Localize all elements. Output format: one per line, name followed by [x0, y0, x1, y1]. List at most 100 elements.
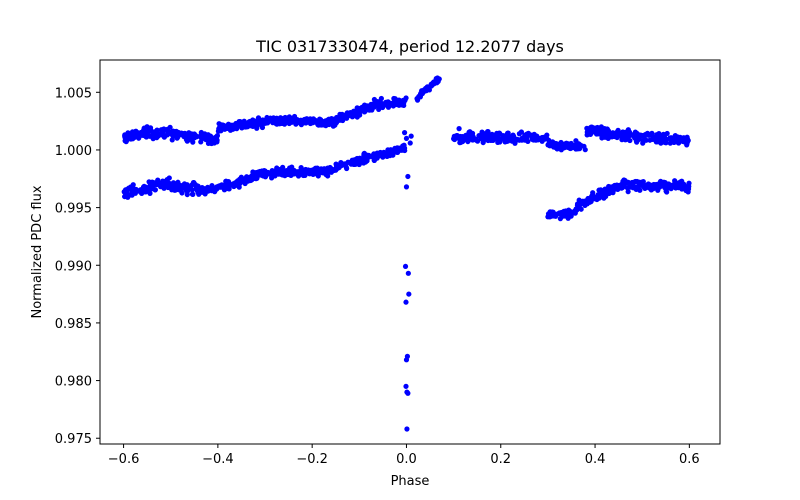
y-tick-label: 1.005	[55, 86, 92, 101]
data-point	[248, 177, 255, 183]
x-axis-label: Phase	[391, 474, 430, 489]
data-point	[339, 111, 345, 117]
data-point	[428, 82, 435, 88]
data-point	[568, 213, 574, 219]
data-point	[159, 130, 165, 136]
data-point	[658, 183, 664, 189]
data-point	[424, 86, 430, 92]
transit-point	[403, 135, 410, 142]
data-point	[376, 101, 382, 107]
data-point	[161, 126, 167, 132]
data-point	[354, 155, 360, 162]
data-point	[465, 138, 471, 145]
data-point	[618, 181, 625, 188]
data-point	[560, 213, 567, 219]
data-point	[161, 181, 167, 187]
data-point	[402, 97, 408, 103]
data-point	[434, 77, 440, 83]
data-point	[173, 181, 179, 188]
data-point	[173, 187, 179, 193]
data-point	[576, 197, 582, 203]
data-point	[636, 183, 642, 189]
data-point	[585, 196, 591, 202]
data-point	[505, 137, 511, 143]
data-point	[399, 147, 405, 153]
data-point	[371, 96, 377, 103]
data-point	[183, 187, 189, 193]
y-tick-label: 1.000	[55, 144, 92, 159]
data-point	[582, 147, 588, 153]
data-point	[125, 192, 131, 198]
data-point	[285, 115, 291, 121]
data-point	[358, 108, 365, 114]
data-point	[382, 100, 388, 107]
transit-point	[403, 184, 410, 190]
y-axis-label: Normalized PDC flux	[30, 185, 45, 318]
data-point	[352, 160, 358, 166]
transit-point	[403, 299, 409, 305]
data-point	[231, 122, 238, 128]
data-point	[277, 166, 283, 173]
data-point	[501, 135, 507, 141]
data-point	[191, 133, 197, 139]
data-point	[274, 120, 280, 126]
x-tick-label: 0.6	[679, 452, 700, 467]
data-point	[515, 137, 521, 143]
transit-point	[405, 390, 411, 396]
data-point	[149, 183, 155, 189]
data-point	[452, 135, 458, 141]
data-point	[676, 180, 682, 186]
data-point	[141, 189, 147, 195]
data-point	[211, 140, 217, 146]
data-point	[664, 189, 670, 195]
data-point	[195, 189, 201, 196]
data-point	[419, 88, 425, 94]
data-point	[352, 113, 358, 119]
data-point	[190, 139, 196, 145]
data-point	[180, 131, 186, 137]
data-point	[344, 165, 350, 172]
data-point	[141, 183, 147, 189]
data-point	[293, 121, 299, 127]
data-point	[637, 187, 643, 193]
data-point	[197, 133, 204, 139]
transit-point	[402, 263, 409, 270]
data-point	[470, 134, 476, 140]
data-point	[147, 190, 153, 196]
data-point	[205, 188, 211, 194]
data-point	[553, 144, 559, 151]
data-point	[679, 186, 685, 192]
data-point	[177, 185, 184, 191]
data-point	[625, 189, 631, 195]
data-point	[169, 137, 175, 143]
transit-point	[406, 291, 412, 297]
data-point	[484, 128, 491, 135]
data-point	[619, 130, 625, 136]
data-point	[605, 128, 612, 134]
data-point	[523, 134, 530, 140]
data-point	[396, 97, 402, 104]
data-point	[222, 182, 228, 188]
data-point	[198, 139, 204, 145]
data-point	[169, 131, 175, 137]
data-point	[512, 140, 518, 146]
data-point	[267, 117, 273, 124]
data-point	[469, 130, 476, 136]
data-point	[684, 140, 690, 146]
data-point	[254, 124, 260, 131]
data-point	[286, 120, 292, 126]
data-point	[320, 169, 326, 176]
data-point	[334, 114, 340, 121]
data-point	[567, 145, 573, 151]
data-point	[562, 144, 568, 150]
data-point	[537, 136, 543, 142]
data-point	[155, 177, 161, 183]
data-point	[574, 201, 581, 207]
data-point	[164, 132, 170, 138]
data-point	[130, 136, 136, 142]
data-point	[650, 182, 656, 188]
data-point	[401, 142, 407, 148]
data-point	[504, 130, 511, 136]
data-point	[239, 125, 245, 131]
